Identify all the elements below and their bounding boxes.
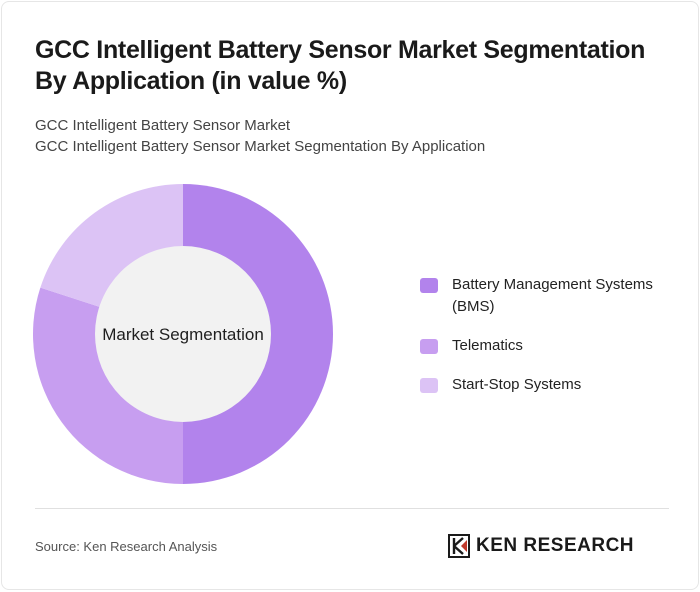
- subtitle-line-1: GCC Intelligent Battery Sensor Market: [35, 117, 291, 134]
- chart-legend: Battery Management Systems (BMS) Telemati…: [420, 274, 670, 413]
- chart-subtitle: GCC Intelligent Battery Sensor Market GC…: [35, 115, 485, 157]
- legend-label: Start-Stop Systems: [452, 376, 582, 393]
- legend-swatch: [420, 339, 438, 354]
- donut-center-label: Market Segmentation: [102, 325, 264, 344]
- legend-item-2: Telematics: [420, 335, 670, 357]
- ken-research-logo-icon: [448, 534, 470, 558]
- legend-label: Battery Management Systems (BMS): [452, 276, 653, 315]
- ken-research-logo: KEN RESEARCH: [448, 533, 634, 559]
- subtitle-line-2: GCC Intelligent Battery Sensor Market Se…: [35, 138, 486, 155]
- legend-swatch: [420, 378, 438, 393]
- legend-item-3: Start-Stop Systems: [420, 374, 670, 396]
- donut-hole: [95, 246, 271, 422]
- footer-divider: [35, 508, 669, 509]
- legend-item-1: Battery Management Systems (BMS): [420, 274, 670, 318]
- legend-swatch: [420, 278, 438, 293]
- chart-title: GCC Intelligent Battery Sensor Market Se…: [35, 36, 646, 95]
- source-note: Source: Ken Research Analysis: [35, 539, 218, 554]
- legend-label: Telematics: [452, 337, 523, 354]
- donut-chart: Market Segmentation: [33, 184, 333, 484]
- logo-text: KEN RESEARCH: [476, 535, 635, 556]
